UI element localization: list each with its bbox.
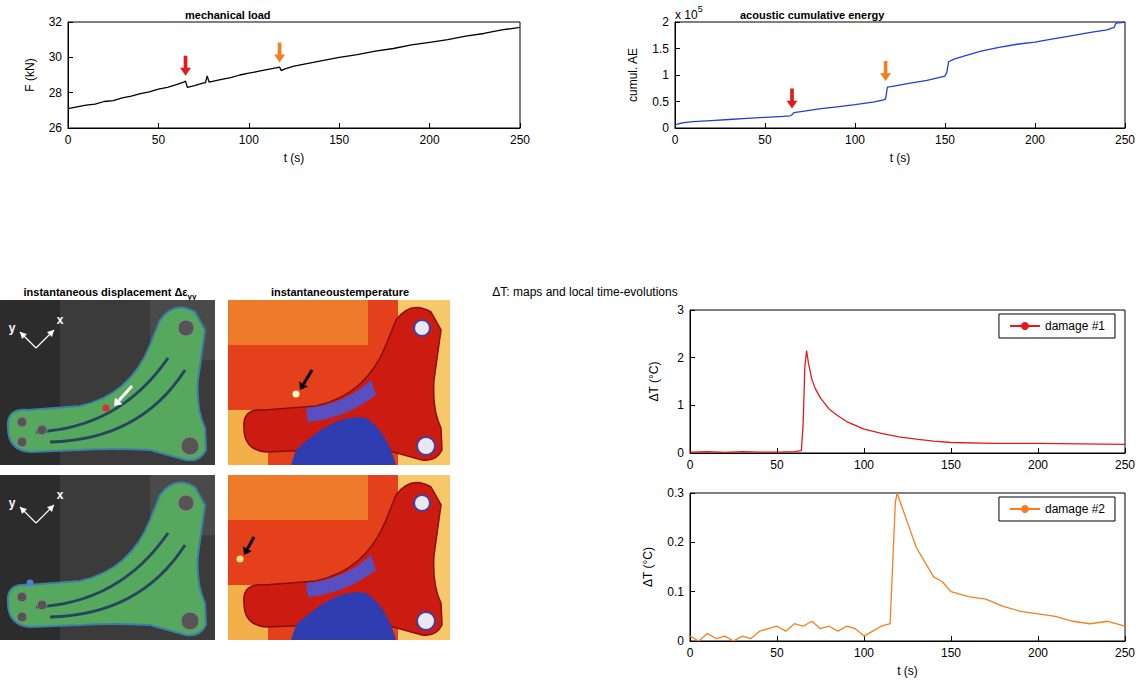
- svg-text:0.1: 0.1: [667, 585, 684, 599]
- svg-text:28: 28: [49, 86, 63, 100]
- svg-text:50: 50: [152, 133, 166, 147]
- svg-text:2: 2: [662, 15, 669, 29]
- svg-text:250: 250: [1115, 458, 1135, 472]
- svg-text:200: 200: [1028, 458, 1048, 472]
- svg-text:0: 0: [687, 646, 694, 660]
- svg-text:100: 100: [854, 458, 874, 472]
- svg-text:mechanical load: mechanical load: [185, 9, 271, 21]
- svg-text:x 10: x 10: [675, 8, 698, 22]
- svg-text:damage #1: damage #1: [1045, 319, 1105, 333]
- svg-text:t (s): t (s): [897, 664, 918, 678]
- svg-text:0: 0: [677, 446, 684, 460]
- svg-text:50: 50: [770, 458, 784, 472]
- svg-text:F (kN): F (kN): [23, 58, 37, 91]
- svg-text:150: 150: [941, 458, 961, 472]
- svg-text:250: 250: [1115, 133, 1135, 147]
- svg-text:2: 2: [677, 351, 684, 365]
- svg-text:3: 3: [677, 303, 684, 317]
- svg-text:y: y: [9, 496, 16, 510]
- svg-text:30: 30: [49, 50, 63, 64]
- svg-text:32: 32: [49, 15, 63, 29]
- svg-text:1: 1: [677, 398, 684, 412]
- svg-text:x: x: [57, 488, 64, 502]
- svg-text:0: 0: [672, 133, 679, 147]
- svg-text:0.5: 0.5: [652, 95, 669, 109]
- svg-text:cumul. AE: cumul. AE: [626, 48, 640, 102]
- svg-text:100: 100: [239, 133, 259, 147]
- svg-text:50: 50: [770, 646, 784, 660]
- svg-text:200: 200: [420, 133, 440, 147]
- svg-text:ΔT: maps and local time-evolut: ΔT: maps and local time-evolutions: [492, 285, 677, 299]
- svg-text:200: 200: [1028, 646, 1048, 660]
- svg-text:5: 5: [698, 4, 703, 14]
- svg-text:0: 0: [662, 121, 669, 135]
- svg-text:250: 250: [1115, 646, 1135, 660]
- svg-text:0: 0: [687, 458, 694, 472]
- svg-text:200: 200: [1025, 133, 1045, 147]
- svg-text:t (s): t (s): [890, 151, 911, 165]
- svg-text:1.5: 1.5: [652, 42, 669, 56]
- svg-text:acoustic cumulative energy: acoustic cumulative energy: [740, 9, 885, 21]
- svg-text:0.3: 0.3: [667, 486, 684, 500]
- svg-text:ΔT (°C): ΔT (°C): [641, 547, 655, 587]
- svg-text:ΔT (°C): ΔT (°C): [647, 362, 661, 402]
- svg-text:instantaneous displacement Δεy: instantaneous displacement Δεyy: [23, 286, 197, 301]
- svg-text:damage #2: damage #2: [1045, 502, 1105, 516]
- svg-text:150: 150: [941, 646, 961, 660]
- svg-text:t (s): t (s): [284, 151, 305, 165]
- svg-text:150: 150: [935, 133, 955, 147]
- svg-text:0.2: 0.2: [667, 535, 684, 549]
- svg-text:100: 100: [845, 133, 865, 147]
- svg-text:instantaneoustemperature: instantaneoustemperature: [271, 286, 409, 298]
- svg-text:1: 1: [662, 68, 669, 82]
- svg-text:y: y: [9, 321, 16, 335]
- svg-text:x: x: [57, 313, 64, 327]
- svg-text:100: 100: [854, 646, 874, 660]
- svg-text:0: 0: [65, 133, 72, 147]
- svg-text:50: 50: [758, 133, 772, 147]
- svg-text:250: 250: [510, 133, 530, 147]
- svg-text:150: 150: [329, 133, 349, 147]
- svg-text:0: 0: [677, 634, 684, 648]
- svg-text:26: 26: [49, 121, 63, 135]
